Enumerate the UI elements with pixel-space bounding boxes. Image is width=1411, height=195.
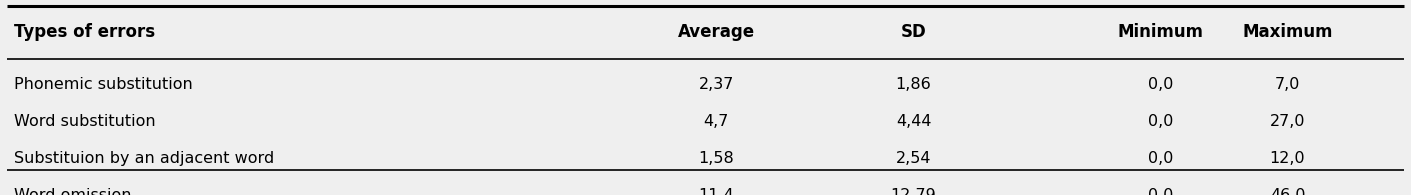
Text: 11,4: 11,4 [698,189,734,195]
Text: 0,0: 0,0 [1149,189,1173,195]
Text: 1,86: 1,86 [896,77,931,92]
Text: 4,7: 4,7 [704,114,728,129]
Text: Maximum: Maximum [1242,23,1333,41]
Text: Types of errors: Types of errors [14,23,155,41]
Text: 46,0: 46,0 [1270,189,1305,195]
Text: Word substitution: Word substitution [14,114,155,129]
Text: 4,44: 4,44 [896,114,931,129]
Text: Minimum: Minimum [1118,23,1204,41]
Text: SD: SD [900,23,927,41]
Text: 0,0: 0,0 [1149,114,1173,129]
Text: 2,37: 2,37 [698,77,734,92]
Text: 0,0: 0,0 [1149,77,1173,92]
Text: 0,0: 0,0 [1149,152,1173,166]
Text: 12,0: 12,0 [1270,152,1305,166]
Text: Phonemic substitution: Phonemic substitution [14,77,193,92]
Text: 7,0: 7,0 [1276,77,1300,92]
Text: 12,79: 12,79 [890,189,937,195]
Text: 2,54: 2,54 [896,152,931,166]
Text: Word omission: Word omission [14,189,131,195]
Text: 27,0: 27,0 [1270,114,1305,129]
Text: 1,58: 1,58 [698,152,734,166]
Text: Substituion by an adjacent word: Substituion by an adjacent word [14,152,274,166]
Text: Average: Average [677,23,755,41]
